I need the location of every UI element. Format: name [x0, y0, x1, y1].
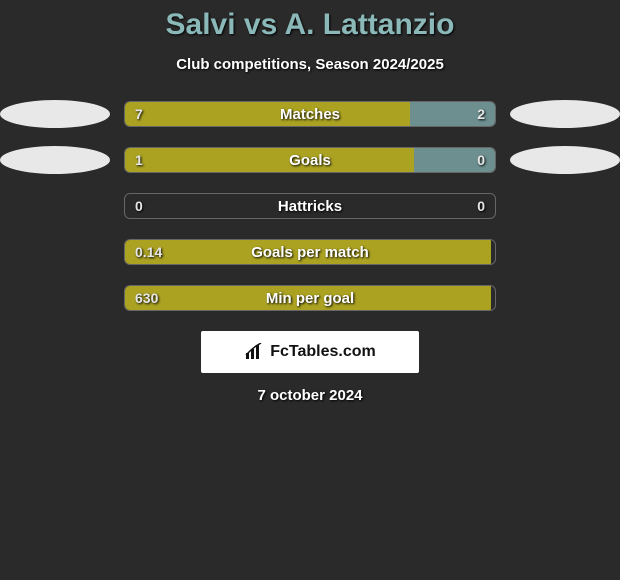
- stat-bar: 72Matches: [124, 101, 496, 127]
- stat-bar-right-fill: [414, 148, 495, 172]
- page-title: Salvi vs A. Lattanzio: [0, 8, 620, 42]
- comparison-card: Salvi vs A. Lattanzio Club competitions,…: [0, 0, 620, 580]
- stat-bar-left-fill: [125, 148, 414, 172]
- stat-row: 72Matches: [0, 101, 620, 127]
- stat-left-value: 0: [135, 194, 143, 218]
- stat-bar-left-fill: [125, 286, 491, 310]
- brand-text: FcTables.com: [270, 343, 376, 361]
- player-left-badge: [0, 100, 110, 128]
- stat-bar: 10Goals: [124, 147, 496, 173]
- stat-row: 630Min per goal: [0, 285, 620, 311]
- player-left-badge: [0, 146, 110, 174]
- stat-row: 10Goals: [0, 147, 620, 173]
- chart-icon: [244, 343, 264, 361]
- date-text: 7 october 2024: [0, 387, 620, 404]
- stat-bar: 0.14Goals per match: [124, 239, 496, 265]
- subtitle: Club competitions, Season 2024/2025: [0, 56, 620, 73]
- brand-badge[interactable]: FcTables.com: [201, 331, 419, 373]
- stat-bar-left-fill: [125, 102, 410, 126]
- stats-area: 72Matches 10Goals 0 0Hattricks 0.14Goals per…: [0, 101, 620, 311]
- stat-row: 0.14Goals per match: [0, 239, 620, 265]
- stat-label: Hattricks: [125, 194, 495, 218]
- stat-right-value: 0: [477, 194, 485, 218]
- stat-bar: 0 0Hattricks: [124, 193, 496, 219]
- stat-bar: 630Min per goal: [124, 285, 496, 311]
- stat-bar-right-fill: [410, 102, 495, 126]
- stat-row: 0 0Hattricks: [0, 193, 620, 219]
- stat-bar-left-fill: [125, 240, 491, 264]
- player-right-badge: [510, 146, 620, 174]
- player-right-badge: [510, 100, 620, 128]
